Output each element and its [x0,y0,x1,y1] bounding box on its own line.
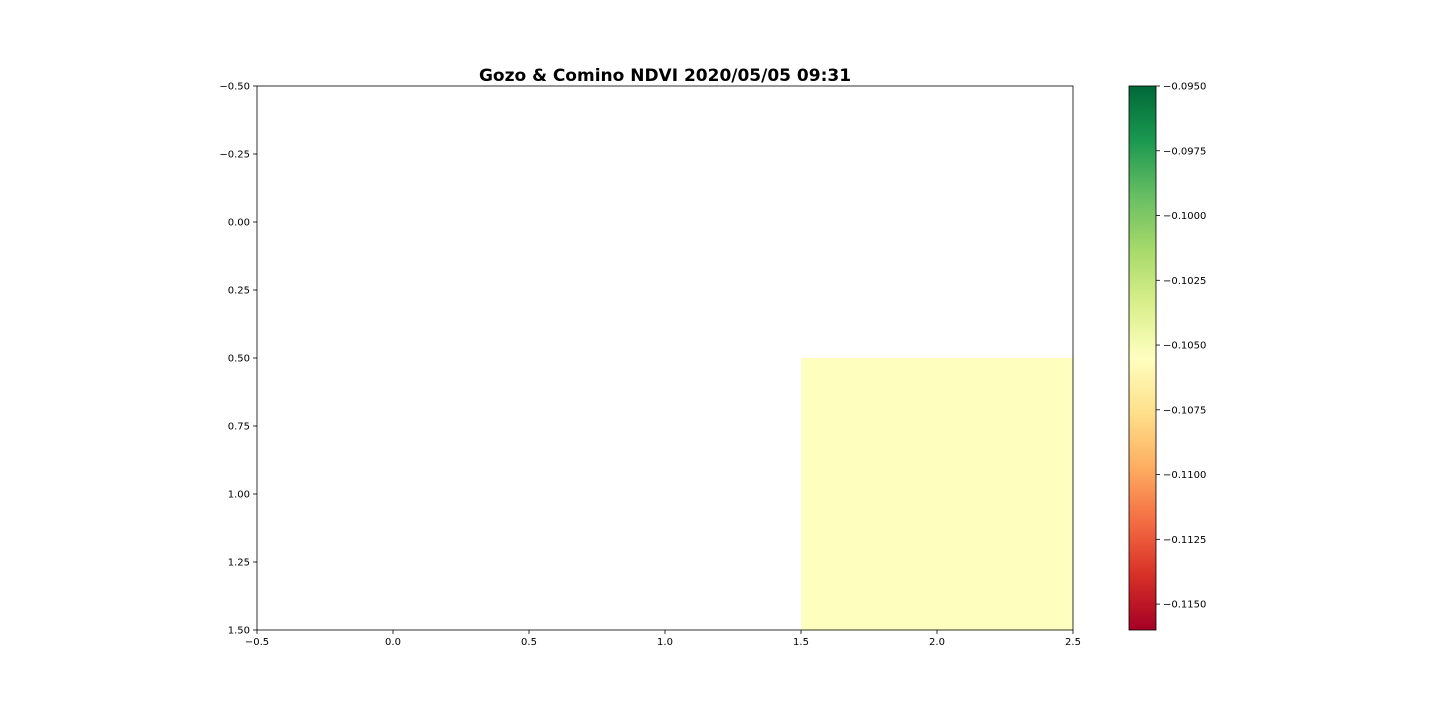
y-tick-label: 1.50 [228,626,250,637]
x-axis: −0.5 0.0 0.5 1.0 1.5 2.0 2.5 [245,630,1081,648]
colorbar-tick-label: −0.0975 [1163,146,1206,157]
y-tick-label: 1.25 [228,558,250,569]
colorbar-gradient [1129,86,1156,630]
x-tick-label: 2.5 [1065,637,1081,648]
colorbar-tick-label: −0.1000 [1163,211,1206,222]
colorbar: −0.0950 −0.0975 −0.1000 −0.1025 −0.1050 −0.10… [1128,82,1206,631]
y-tick-label: 1.00 [228,490,250,501]
colorbar-tick-label: −0.1125 [1163,535,1206,546]
y-tick-label: −0.25 [219,150,250,161]
colorbar-tick-label: −0.1150 [1163,600,1206,611]
heatmap-cells [801,358,1073,630]
x-tick-label: 2.0 [929,637,945,648]
y-tick-label: 0.25 [228,286,250,297]
x-tick-label: 0.0 [385,637,401,648]
y-tick-label: 0.75 [228,422,250,433]
colorbar-tick-label: −0.1050 [1163,341,1206,352]
y-tick-label: −0.50 [219,82,250,93]
x-tick-label: 0.5 [521,637,537,648]
colorbar-frame [1128,85,1157,631]
chart-title: Gozo & Comino NDVI 2020/05/05 09:31 [479,66,851,86]
x-tick-label: 1.0 [657,637,673,648]
y-axis: −0.50 −0.25 0.00 0.25 0.50 0.75 1.00 1.25 1.50 [219,82,257,637]
plot-area [256,85,1074,631]
y-tick-label: 0.00 [228,218,250,229]
colorbar-tick-label: −0.1075 [1163,405,1206,416]
y-tick-label: 0.50 [228,354,250,365]
colorbar-tick-label: −0.1025 [1163,276,1206,287]
heatmap-cell [801,358,1073,630]
x-tick-label: −0.5 [245,637,269,648]
colorbar-tick-label: −0.1100 [1163,470,1206,481]
colorbar-tick-label: −0.0950 [1163,82,1206,93]
x-tick-label: 1.5 [793,637,809,648]
colorbar-ticks: −0.0950 −0.0975 −0.1000 −0.1025 −0.1050 −0.10… [1156,82,1206,611]
